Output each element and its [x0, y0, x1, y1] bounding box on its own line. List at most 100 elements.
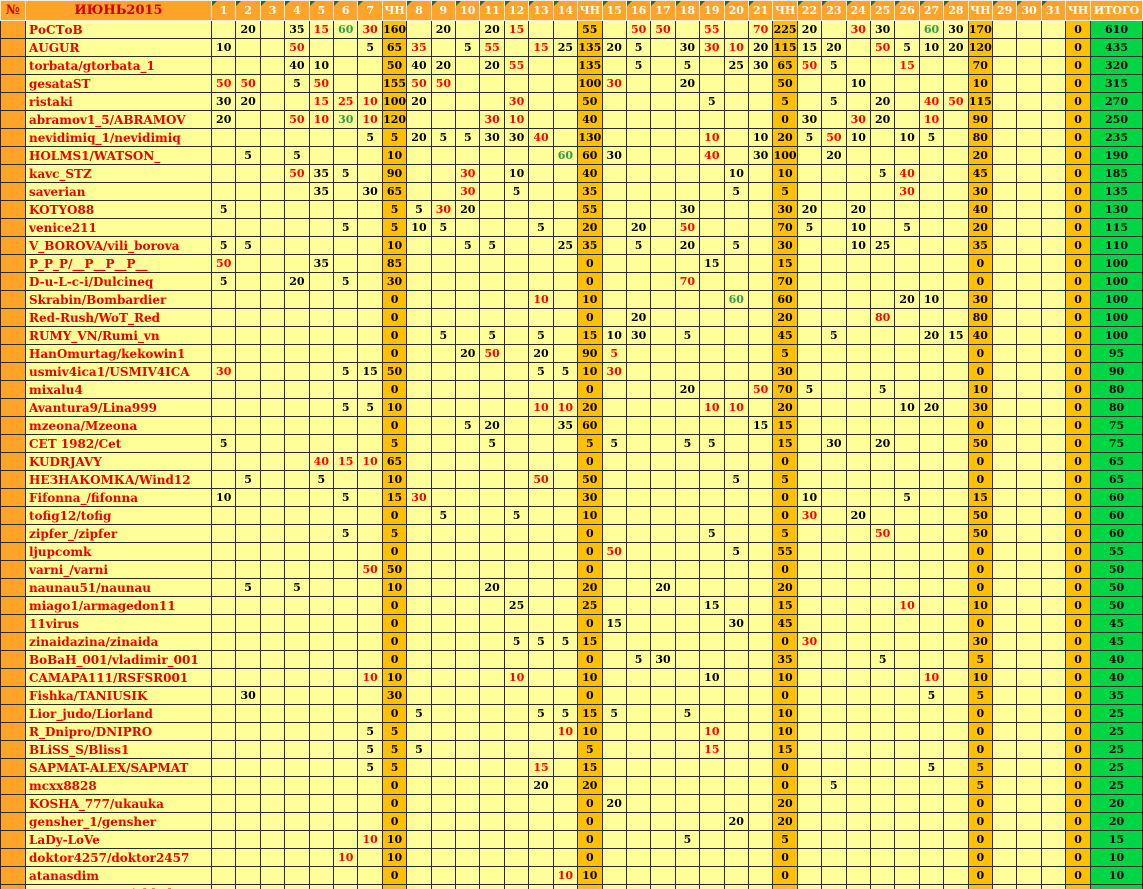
day-cell[interactable]: [357, 236, 383, 255]
day-cell[interactable]: 30: [601, 146, 627, 165]
day-cell[interactable]: [308, 686, 335, 705]
chn-cell[interactable]: 0: [772, 884, 798, 889]
day-cell[interactable]: 20: [918, 326, 945, 345]
day-cell[interactable]: [943, 254, 969, 273]
day-cell[interactable]: [284, 398, 310, 417]
day-cell[interactable]: 5: [430, 128, 457, 147]
day-cell[interactable]: [528, 794, 554, 813]
chn-cell[interactable]: 30: [381, 686, 408, 705]
day-cell[interactable]: [210, 524, 237, 543]
day-cell[interactable]: [821, 164, 847, 183]
total-cell[interactable]: 25: [1090, 758, 1143, 777]
day-cell[interactable]: 20: [455, 200, 481, 219]
day-cell[interactable]: [430, 668, 457, 687]
day-cell[interactable]: [552, 218, 579, 237]
day-cell[interactable]: [845, 884, 871, 889]
day-cell[interactable]: 5: [699, 434, 725, 453]
chn-cell[interactable]: 0: [381, 416, 408, 435]
day-cell[interactable]: [528, 74, 554, 93]
day-cell[interactable]: [723, 776, 749, 795]
day-cell[interactable]: [991, 164, 1018, 183]
day-cell[interactable]: [869, 146, 896, 165]
day-cell[interactable]: [210, 668, 237, 687]
day-cell[interactable]: [430, 308, 457, 327]
day-cell[interactable]: [674, 506, 701, 525]
day-cell[interactable]: [1016, 614, 1042, 633]
day-cell[interactable]: [894, 686, 920, 705]
chn-cell[interactable]: 65: [772, 56, 798, 75]
chn-cell[interactable]: 10: [577, 290, 603, 309]
day-cell[interactable]: [235, 380, 261, 399]
chn-cell[interactable]: 90: [577, 344, 603, 363]
day-cell[interactable]: [625, 794, 652, 813]
row-number-cell[interactable]: [0, 272, 26, 291]
day-cell[interactable]: [821, 254, 847, 273]
day-cell[interactable]: [333, 884, 359, 889]
day-header[interactable]: 28: [943, 0, 969, 21]
day-cell[interactable]: 5: [503, 506, 530, 525]
day-cell[interactable]: [552, 20, 579, 39]
day-cell[interactable]: 15: [503, 20, 530, 39]
day-cell[interactable]: [674, 398, 701, 417]
day-cell[interactable]: [406, 830, 432, 849]
day-cell[interactable]: [845, 344, 871, 363]
day-cell[interactable]: [747, 362, 774, 381]
day-cell[interactable]: [430, 524, 457, 543]
total-cell[interactable]: 20: [1090, 812, 1143, 831]
chn-cell[interactable]: 0: [1065, 344, 1091, 363]
chn-cell[interactable]: 20: [772, 794, 798, 813]
day-cell[interactable]: 5: [625, 236, 652, 255]
chn-cell[interactable]: 0: [381, 812, 408, 831]
day-cell[interactable]: [943, 182, 969, 201]
day-cell[interactable]: [552, 182, 579, 201]
chn-cell[interactable]: 30: [967, 398, 994, 417]
day-cell[interactable]: [1016, 830, 1042, 849]
day-cell[interactable]: [308, 506, 335, 525]
chn-cell[interactable]: 0: [967, 344, 994, 363]
day-cell[interactable]: [821, 596, 847, 615]
day-cell[interactable]: [674, 722, 701, 741]
day-cell[interactable]: [284, 182, 310, 201]
chn-cell[interactable]: 30: [967, 632, 994, 651]
day-cell[interactable]: 15: [943, 326, 969, 345]
day-cell[interactable]: [845, 794, 871, 813]
day-cell[interactable]: [1040, 110, 1067, 129]
day-cell[interactable]: [894, 272, 920, 291]
day-cell[interactable]: [455, 812, 481, 831]
day-cell[interactable]: [259, 56, 286, 75]
day-header[interactable]: 11: [479, 0, 505, 21]
day-cell[interactable]: [284, 524, 310, 543]
day-cell[interactable]: [991, 560, 1018, 579]
day-cell[interactable]: [308, 812, 335, 831]
day-header[interactable]: 7: [357, 0, 383, 21]
chn-cell[interactable]: 5: [577, 434, 603, 453]
day-cell[interactable]: [333, 380, 359, 399]
day-cell[interactable]: [528, 884, 554, 889]
day-cell[interactable]: [210, 578, 237, 597]
day-cell[interactable]: [528, 578, 554, 597]
day-cell[interactable]: [821, 848, 847, 867]
day-cell[interactable]: [503, 866, 530, 885]
chn-cell[interactable]: 5: [967, 650, 994, 669]
player-name-cell[interactable]: RUMY_VN/Rumi_vn: [25, 326, 212, 345]
row-number-cell[interactable]: [0, 74, 26, 93]
day-cell[interactable]: [333, 146, 359, 165]
day-cell[interactable]: [308, 884, 335, 889]
day-cell[interactable]: [894, 524, 920, 543]
day-cell[interactable]: [1040, 56, 1067, 75]
day-cell[interactable]: [991, 686, 1018, 705]
day-cell[interactable]: [357, 218, 383, 237]
day-cell[interactable]: 20: [430, 56, 457, 75]
row-number-cell[interactable]: [0, 362, 26, 381]
day-cell[interactable]: [210, 164, 237, 183]
player-name-cell[interactable]: CAMAPA111/RSFSR001: [25, 668, 212, 687]
day-cell[interactable]: [650, 38, 676, 57]
day-cell[interactable]: [601, 866, 627, 885]
day-cell[interactable]: [918, 272, 945, 291]
chn-cell[interactable]: 30: [772, 362, 798, 381]
chn-cell[interactable]: 20: [577, 578, 603, 597]
day-cell[interactable]: [650, 74, 676, 93]
player-name-cell[interactable]: doktor4257/doktor2457: [25, 848, 212, 867]
day-cell[interactable]: [259, 290, 286, 309]
day-cell[interactable]: [796, 452, 823, 471]
